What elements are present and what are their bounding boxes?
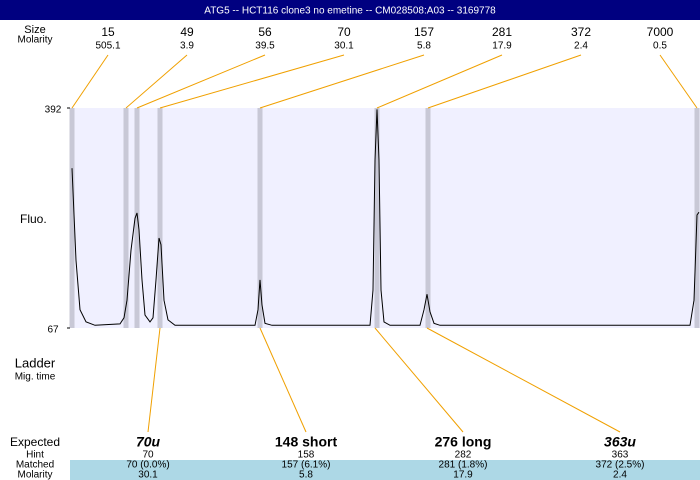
peak-size: 281 bbox=[492, 25, 512, 39]
expected-matched: 372 (2.5%) bbox=[596, 460, 645, 471]
row-label: Size bbox=[24, 24, 45, 36]
expected-matched: 281 (1.8%) bbox=[439, 460, 488, 471]
expected-expected: 70u bbox=[136, 434, 161, 450]
peak-connector bbox=[125, 54, 188, 109]
expected-expected: 363u bbox=[604, 434, 636, 450]
expected-expected: 276 long bbox=[435, 434, 492, 450]
title-bar bbox=[0, 0, 700, 20]
peak-band bbox=[257, 108, 263, 328]
expected-molarity: 17.9 bbox=[453, 470, 473, 480]
y-axis-label: Fluo. bbox=[20, 212, 47, 226]
peak-molarity: 17.9 bbox=[492, 41, 512, 52]
peak-connector bbox=[376, 54, 503, 109]
row-label: Expected bbox=[10, 435, 60, 449]
peak-molarity: 505.1 bbox=[95, 41, 120, 52]
match-connector bbox=[147, 327, 161, 433]
match-connector bbox=[426, 327, 621, 433]
peak-connector bbox=[159, 54, 345, 109]
peak-molarity: 0.5 bbox=[653, 41, 667, 52]
peak-size: 372 bbox=[571, 25, 591, 39]
expected-hint: 158 bbox=[298, 450, 315, 461]
peak-molarity: 5.8 bbox=[417, 41, 431, 52]
row-label: Hint bbox=[26, 450, 44, 461]
expected-matched: 157 (6.1%) bbox=[282, 460, 331, 471]
peak-molarity: 3.9 bbox=[180, 41, 194, 52]
expected-hint: 282 bbox=[455, 450, 472, 461]
peak-size: 70 bbox=[337, 25, 351, 39]
title: ATG5 -- HCT116 clone3 no emetine -- CM02… bbox=[204, 6, 496, 17]
y-tick-label: 67 bbox=[47, 325, 59, 336]
peak-connector bbox=[136, 54, 266, 109]
trace bbox=[71, 109, 700, 326]
peak-band bbox=[134, 108, 140, 328]
row-label: Matched bbox=[16, 460, 54, 471]
peak-molarity: 30.1 bbox=[334, 41, 354, 52]
peak-band bbox=[374, 108, 380, 328]
peak-band bbox=[123, 108, 129, 328]
expected-hint: 363 bbox=[612, 450, 629, 461]
peak-size: 7000 bbox=[647, 25, 674, 39]
row-label: Molarity bbox=[17, 35, 52, 46]
match-connector bbox=[259, 327, 307, 433]
peak-band bbox=[425, 108, 431, 328]
expected-molarity: 30.1 bbox=[138, 470, 158, 480]
match-connector bbox=[374, 327, 464, 433]
peak-connector bbox=[259, 54, 425, 109]
peak-band bbox=[157, 108, 163, 328]
y-tick-label: 392 bbox=[45, 105, 62, 116]
ladder-sublabel: Mig. time bbox=[15, 372, 56, 383]
peak-connector bbox=[427, 54, 582, 109]
plot-area bbox=[70, 108, 700, 328]
peak-size: 56 bbox=[258, 25, 272, 39]
peak-molarity: 2.4 bbox=[574, 41, 588, 52]
expected-hint: 70 bbox=[142, 450, 154, 461]
matched-band bbox=[70, 460, 700, 480]
peak-band bbox=[69, 108, 75, 328]
expected-matched: 70 (0.0%) bbox=[126, 460, 169, 471]
peak-connector bbox=[659, 54, 698, 109]
peak-size: 49 bbox=[180, 25, 194, 39]
row-label: Molarity bbox=[17, 470, 52, 480]
peak-molarity: 39.5 bbox=[255, 41, 275, 52]
peak-size: 15 bbox=[101, 25, 115, 39]
expected-molarity: 2.4 bbox=[613, 470, 627, 480]
expected-expected: 148 short bbox=[275, 434, 338, 450]
expected-molarity: 5.8 bbox=[299, 470, 313, 480]
peak-connector bbox=[71, 54, 109, 109]
ladder-label: Ladder bbox=[15, 355, 56, 370]
peak-size: 157 bbox=[414, 25, 434, 39]
